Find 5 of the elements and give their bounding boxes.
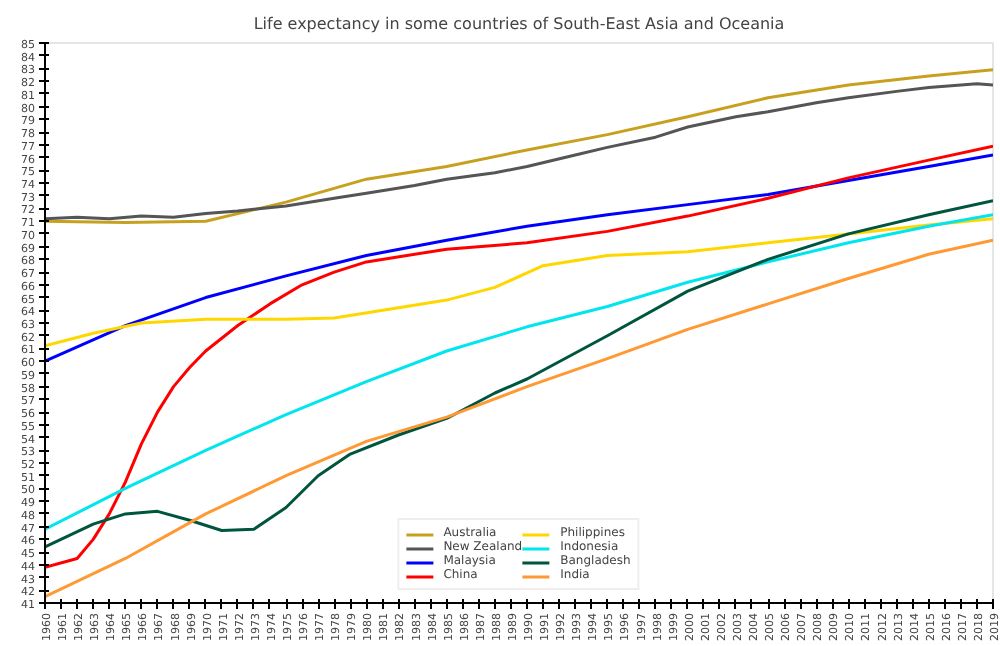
- line-series: [45, 217, 993, 348]
- line-series: [45, 153, 993, 363]
- line-series: [45, 144, 993, 569]
- chart-title: Life expectancy in some countries of South-East Asia and Oceania: [253, 15, 785, 33]
- line-series: [45, 238, 993, 599]
